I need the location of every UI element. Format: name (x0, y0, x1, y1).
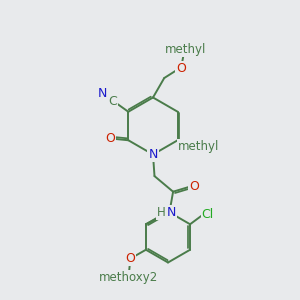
Text: methyl: methyl (165, 44, 206, 56)
Text: H: H (157, 206, 166, 219)
Text: methoxy2: methoxy2 (99, 271, 158, 284)
Text: methyl: methyl (178, 140, 219, 153)
Text: N: N (97, 87, 107, 100)
Text: C: C (109, 94, 118, 108)
Text: O: O (176, 62, 186, 75)
Text: O: O (189, 180, 199, 193)
Text: O: O (125, 252, 135, 265)
Text: N: N (166, 206, 176, 219)
Text: Cl: Cl (202, 208, 214, 221)
Text: O: O (105, 132, 115, 145)
Text: N: N (148, 148, 158, 161)
